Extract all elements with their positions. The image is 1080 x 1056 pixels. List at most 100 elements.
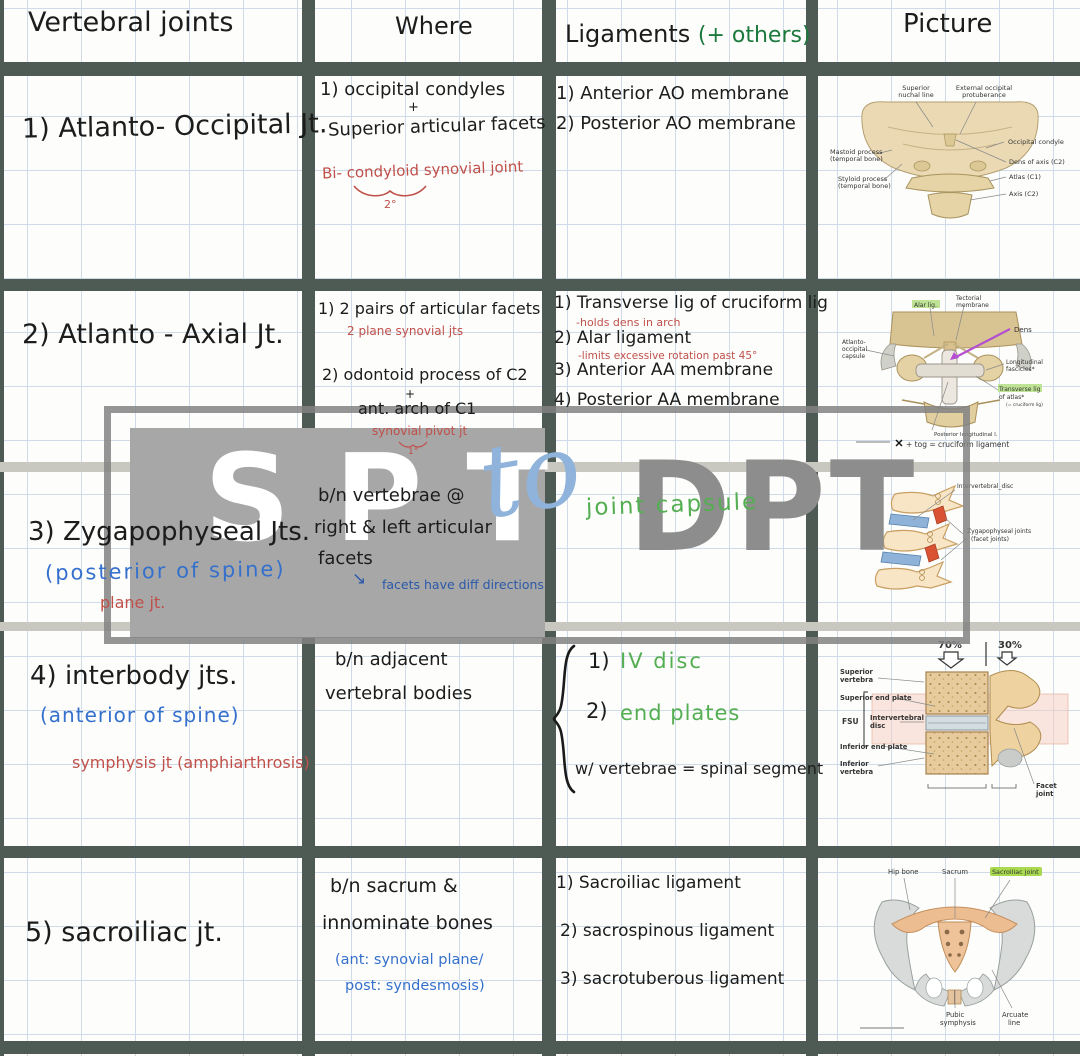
row1-ligament-2: 2) Posterior AO membrane (556, 113, 796, 134)
row4-ligament-note: w/ vertebrae = spinal segment (575, 759, 824, 778)
row2-ligament-1-sub: -holds dens in arch (576, 316, 681, 329)
row3-where-line1: b/n vertebrae @ (318, 485, 465, 506)
picture-interbody-fsu: 70% 30% Superior vertebra Superior end p… (840, 640, 1069, 798)
label-superior-vertebra-1: Superior (840, 668, 874, 676)
row2-where-plus: + (405, 387, 416, 401)
row2-ligament-4: 4) Posterior AA membrane (554, 390, 780, 410)
row1-where-line1: 1) occipital condyles (320, 79, 506, 100)
row5-where-blue1: (ant: synovial plane/ (335, 952, 484, 968)
label-30pct: 30% (998, 640, 1022, 651)
row4-ligament-1-green: IV disc (620, 649, 703, 673)
label-intervertebral-disc: Intervertebral_disc (957, 483, 1013, 490)
label-intervertebral-2: disc (870, 722, 885, 730)
label-eop-2: protuberance (962, 91, 1006, 99)
header-ligaments: Ligaments (+ others) (565, 20, 811, 48)
row3-joint-name: 3) Zygapophyseal Jts. (28, 517, 311, 547)
label-zygapophyseal-2: (facet joints) (971, 536, 1009, 543)
row2-where-line1: 1) 2 pairs of articular facets (318, 299, 541, 318)
label-longitudinal-2: fascicles* (1006, 366, 1035, 373)
row4-where-line1: b/n adjacent (335, 649, 448, 670)
label-arcuate-1: Arcuate (1002, 1011, 1028, 1019)
label-alar-lig: Alar lig. (914, 302, 937, 309)
row1-underbrace (353, 185, 427, 197)
row1-where-plus: + (408, 100, 419, 115)
picture-sacroiliac: Hip bone Sacrum Sacroiliac joint Pubic s… (860, 867, 1042, 1029)
label-superior-nuchal-1: Superior (902, 84, 930, 92)
label-posterior-longitudinal: Posterior longitudinal l. (934, 432, 998, 438)
row3-where-arrow-icon: ↘ (352, 569, 367, 589)
row4-joint-blue-note: (anterior of spine) (40, 703, 240, 727)
row2-ligament-2-sub: -limits excessive rotation past 45° (578, 350, 758, 362)
label-superior-vertebra-2: vertebra (840, 676, 873, 684)
label-zygapophyseal-1: Zygapophyseal joints (967, 528, 1031, 535)
row2-joint-name: 2) Atlanto - Axial Jt. (22, 319, 284, 350)
picture-atlanto-axial: Alar lig. Tectorial membrane Atlanto- oc… (842, 295, 1043, 449)
label-transverse-1: Transverse lig (998, 386, 1041, 393)
row2-ligament-3: 3) Anterior AA membrane (554, 360, 774, 380)
column-divider-2 (542, 0, 556, 1056)
label-inferior-vertebra-2: vertebra (840, 768, 873, 776)
row-divider-3 (0, 622, 1080, 631)
label-atlas: Atlas (C1) (1009, 173, 1041, 181)
label-mastoid-2: (temporal bone) (830, 155, 883, 163)
label-sacrum: Sacrum (942, 868, 968, 876)
picture-atlanto-occipital: Superior nuchal line External occipital … (830, 84, 1065, 219)
label-ao-capsule-2: occipital (842, 346, 867, 353)
label-facet-joint-2: joint (1035, 790, 1054, 798)
column-divider-3 (806, 0, 818, 1056)
row2-where-red1: 2 plane synovial jts (347, 324, 464, 338)
row2-ligament-2: 2) Alar ligament (554, 328, 692, 348)
label-facet-joint-1: Facet (1036, 782, 1057, 790)
left-edge-line (0, 0, 4, 1056)
row-divider-2 (0, 462, 1080, 472)
label-inferior-vertebra-1: Inferior (840, 760, 869, 768)
row4-joint-red-note: symphysis jt (amphiarthrosis) (72, 753, 310, 772)
picture-zygapophyseal: Intervertebral_disc Zygapophyseal joints… (874, 483, 1031, 590)
row1-where-line2: Superior articular facets (327, 112, 546, 141)
row1-underbrace-degree: 2° (384, 198, 397, 211)
row2-underbrace-degree: 1° (408, 447, 419, 457)
label-hip-bone: Hip bone (888, 868, 918, 876)
row2-where-line3: ant. arch of C1 (358, 399, 477, 418)
label-pubic-1: Pubic (946, 1011, 964, 1019)
label-occipital-condyle: Occipital condyle (1008, 138, 1064, 146)
row1-ligament-1: 1) Anterior AO membrane (556, 83, 789, 104)
label-inferior-end-plate: Inferior end plate (840, 743, 908, 751)
label-superior-end-plate: Superior end plate (840, 694, 912, 702)
row3-where-line2: right & left articular (314, 517, 492, 538)
header-ligaments-main: Ligaments (565, 20, 691, 48)
label-superior-nuchal-2: nuchal line (898, 91, 934, 99)
row5-ligament-1: 1) Sacroiliac ligament (556, 873, 741, 893)
label-70pct: 70% (938, 640, 962, 651)
header-where: Where (395, 12, 473, 40)
label-longitudinal-1: Longitudinal (1006, 359, 1043, 366)
label-styloid-1: Styloid process (838, 175, 888, 183)
row5-joint-name: 5) sacroiliac jt. (25, 917, 223, 948)
header-ligaments-extra: (+ others) (697, 23, 811, 48)
label-tectorial-2: membrane (956, 302, 989, 309)
row5-ligament-2: 2) sacrospinous ligament (560, 921, 775, 941)
row-divider-1 (0, 279, 1080, 291)
header-divider (0, 62, 1080, 76)
row2-where-red2: synovial pivot jt (372, 424, 468, 438)
row3-where-line3: facets (318, 548, 373, 569)
label-styloid-2: (temporal bone) (838, 182, 891, 190)
row4-ligament-2-number: 2) (586, 699, 608, 723)
label-ao-capsule-3: capsule (842, 353, 865, 360)
row5-where-blue2: post: syndesmosis) (345, 978, 485, 994)
row5-ligament-3: 3) sacrotuberous ligament (560, 969, 785, 989)
row4-curly-brace (552, 644, 576, 794)
row3-where-blue-note: facets have diff directions (382, 577, 544, 592)
row3-ligament-green: joint capsule (585, 489, 759, 521)
label-ao-capsule-1: Atlanto- (842, 339, 866, 346)
label-arcuate-2: line (1008, 1019, 1020, 1027)
row-divider-4 (0, 846, 1080, 858)
label-mastoid-1: Mastoid process (830, 148, 883, 156)
label-fsu: FSU (842, 717, 859, 726)
label-dens-axis: Dens of axis (C2) (1009, 158, 1065, 166)
label-dens: Dens (1014, 326, 1032, 334)
row2-ligament-1: 1) Transverse lig of cruciform lig (554, 293, 828, 313)
handwritten-cruciform-note: + tog = cruciform ligament (906, 440, 1009, 449)
row5-where-line2: innominate bones (322, 912, 493, 934)
